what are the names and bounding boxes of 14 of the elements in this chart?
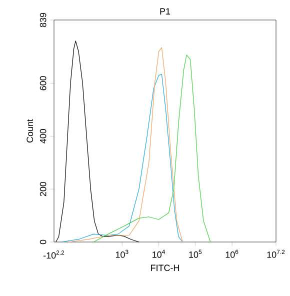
y-tick-label: 0 — [40, 240, 46, 244]
x-tick-label: 10$^{7.2}$ — [267, 250, 285, 258]
x-tick-label: 10$^{5}$ — [189, 250, 202, 258]
y-tick-label: 200 — [40, 182, 46, 196]
y-axis-title: Count — [26, 119, 34, 143]
y-tick-label: 400 — [40, 129, 46, 144]
x-axis-title: FITC-H — [151, 264, 179, 272]
y-tick-label: 839 — [40, 12, 46, 28]
chart-title: P1 — [160, 8, 170, 14]
y-tick-label: 600 — [40, 76, 46, 90]
text: -10$^{2.2}$ — [44, 250, 64, 259]
x-tick-label: 10$^{4}$ — [152, 250, 166, 258]
x-tick-label: 10$^{6}$ — [226, 250, 238, 258]
x-tick-label: 10$^{3}$ — [116, 250, 128, 258]
